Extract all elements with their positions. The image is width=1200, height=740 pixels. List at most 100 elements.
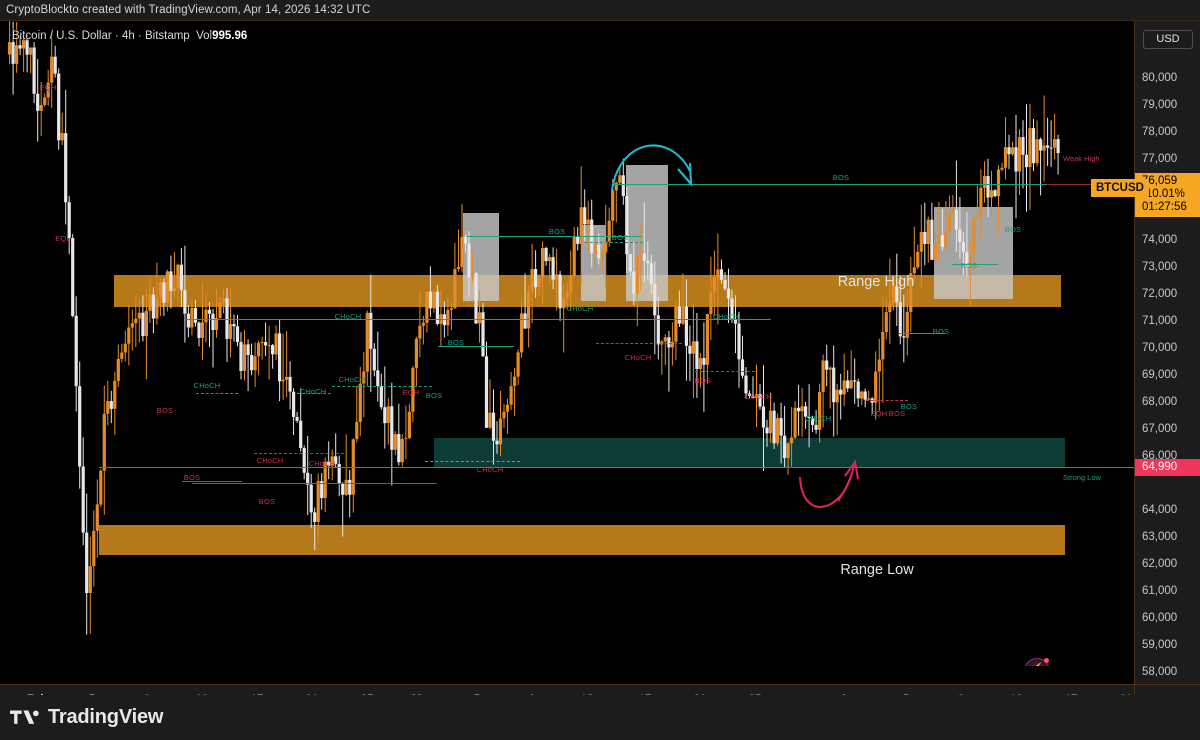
last-price-change: -10.01% (1142, 188, 1185, 200)
bos-line-apr (899, 333, 945, 334)
choch-line-feb-2 (297, 393, 331, 394)
choch-line-apr-bear (425, 461, 520, 462)
bos-line-bear-feb (182, 481, 242, 482)
price-tick: 69,000 (1142, 369, 1178, 381)
bos-line-weak-high (614, 184, 1047, 185)
price-tick: 59,000 (1142, 639, 1178, 651)
symbol-price-flag[interactable]: BTCUSD (1091, 179, 1149, 197)
legend-sep: · (111, 30, 122, 42)
label-bos: BOS (694, 376, 712, 385)
legend-exchange: Bitstamp (144, 30, 190, 42)
label-eqh: EQH (870, 409, 888, 418)
bos-line-apr-2 (952, 264, 998, 265)
zone-strong-low (434, 438, 1065, 467)
attribution-bar: CryptoBlockto created with TradingView.c… (0, 0, 1200, 20)
label-bos: BOS (183, 473, 201, 482)
chart-plot-area[interactable]: EQH EQL BOS CHoCH CHoCH CHoCH CHoCH CHoC… (0, 21, 1134, 666)
label-choch: CHoCH (256, 456, 284, 465)
price-tick: 64,000 (1142, 504, 1178, 516)
last-price-countdown: 01:27:56 (1142, 201, 1187, 213)
price-tick: 60,000 (1142, 612, 1178, 624)
price-tick: 68,000 (1142, 396, 1178, 408)
label-bos: BOS (548, 227, 566, 236)
price-tick: 63,000 (1142, 531, 1178, 543)
label-bos: BOS (888, 409, 906, 418)
label-choch: CHoCH (745, 392, 773, 401)
label-bos: BOS (932, 327, 950, 336)
price-tick: 70,000 (1142, 342, 1178, 354)
label-choch: CHoCH (338, 375, 366, 384)
label-eql: EQL (55, 234, 71, 243)
price-tick: 72,000 (1142, 288, 1178, 300)
label-bos: BOS (960, 261, 978, 270)
price-tick: 71,000 (1142, 315, 1178, 327)
candlestick-series (8, 21, 1060, 635)
label-choch: CHoCH (624, 353, 652, 362)
tradingview-logo[interactable]: TradingView (10, 706, 163, 729)
choch-line-bear-1 (254, 453, 302, 454)
price-tick: 73,000 (1142, 261, 1178, 273)
zone-range-low (99, 525, 1065, 555)
price-axis[interactable]: USD 80,000 79,000 78,000 77,000 74,000 7… (1134, 21, 1200, 696)
strong-low-level-line (99, 467, 1134, 468)
footer-bar: TradingView (0, 695, 1200, 740)
bos-line-mar2 (585, 242, 643, 243)
price-tick: 78,000 (1142, 126, 1178, 138)
price-tick: 66,000 (1142, 450, 1178, 462)
label-choch: CHoCH (476, 465, 504, 474)
choch-line-bear-mar (596, 343, 682, 344)
legend-symbol: Bitcoin / U.S. Dollar (12, 30, 112, 42)
last-price-value: 76,059 (1142, 175, 1178, 187)
price-tick: 58,000 (1142, 666, 1178, 678)
choch-line-mar-mid (332, 386, 432, 387)
label-bos: BOS (900, 402, 918, 411)
tradingview-wordmark: TradingView (48, 706, 164, 728)
label-weak-high: Weak High (1063, 154, 1100, 163)
label-range-low: Range Low (840, 562, 914, 578)
label-strong-low: Strong Low (1063, 473, 1101, 482)
low-price-tag[interactable]: 64,990 (1135, 459, 1200, 476)
label-choch: CHoCH (193, 381, 221, 390)
price-tick: 80,000 (1142, 72, 1178, 84)
bos-line-feb-end (438, 346, 514, 347)
price-tick: 79,000 (1142, 99, 1178, 111)
chart-frame: EQH EQL BOS CHoCH CHoCH CHoCH CHoCH CHoC… (0, 20, 1200, 714)
tradingview-mark-icon (10, 710, 39, 724)
bos-line-bear-long (192, 483, 437, 484)
currency-pill[interactable]: USD (1143, 30, 1193, 49)
legend-volume-value: 995.96 (212, 30, 248, 42)
price-tick: 77,000 (1142, 153, 1178, 165)
bos-line-mar (467, 236, 642, 237)
eqh-line-apr (866, 400, 908, 401)
legend-sep: · (134, 30, 145, 42)
choch-line-feb (196, 393, 238, 394)
label-bos: BOS (258, 497, 276, 506)
price-tick: 62,000 (1142, 558, 1178, 570)
label-eqh: EQH (39, 83, 57, 92)
label-bos-weak-high: BOS (832, 173, 850, 182)
legend-interval: 4h (121, 30, 135, 42)
label-bos: BOS (156, 406, 174, 415)
label-range-high: Range High (837, 274, 915, 290)
label-choch: CHoCH (804, 414, 832, 423)
label-choch: CHoCH (566, 304, 594, 313)
choch-line-bear-2 (300, 453, 344, 454)
legend-volume-label: Vol (196, 30, 213, 42)
choch-line-apr-bull (695, 371, 755, 372)
last-price-tag[interactable]: 76,059 -10.01% 01:27:56 (1135, 173, 1200, 217)
chart-legend[interactable]: Bitcoin / U.S. Dollar · 4h · Bitstamp Vo… (12, 30, 247, 42)
choch-line-range-high (186, 319, 771, 320)
label-bos: BOS (447, 338, 465, 347)
label-choch: CHoCH (712, 312, 740, 321)
label-bos: BOS (425, 391, 443, 400)
label-eqh: EQH (402, 388, 420, 397)
price-tick: 74,000 (1142, 234, 1178, 246)
label-choch: CHoCH (308, 459, 336, 468)
label-bos: BOS (611, 233, 629, 242)
label-bos: BOS (1004, 225, 1022, 234)
label-choch: CHoCH (334, 312, 362, 321)
price-tick: 67,000 (1142, 423, 1178, 435)
label-choch: CHoCH (299, 387, 327, 396)
weak-high-level-line (1046, 184, 1134, 185)
price-tick: 61,000 (1142, 585, 1178, 597)
